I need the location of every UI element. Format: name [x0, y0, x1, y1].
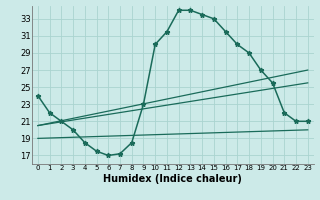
- X-axis label: Humidex (Indice chaleur): Humidex (Indice chaleur): [103, 174, 242, 184]
